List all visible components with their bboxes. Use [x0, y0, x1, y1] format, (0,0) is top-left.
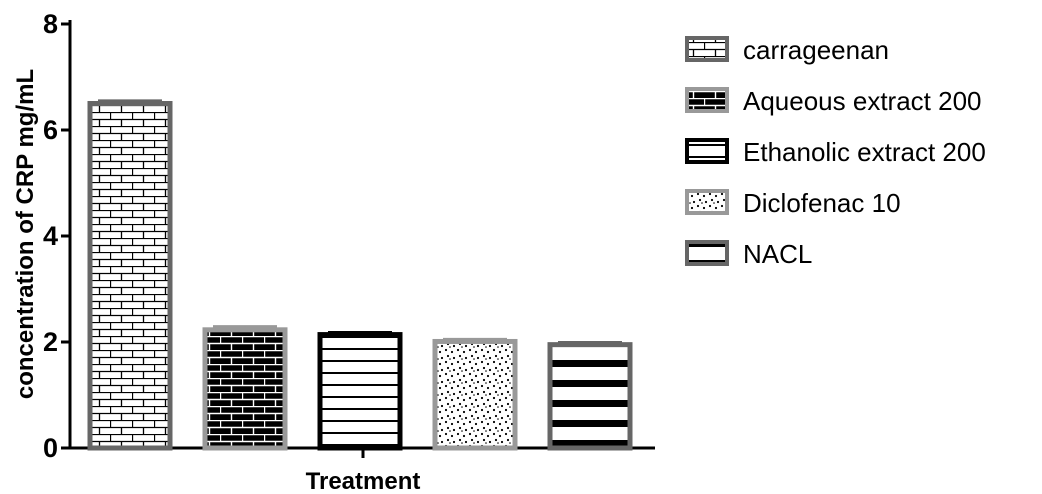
- legend-item: carrageenan: [685, 35, 889, 65]
- legend-label: Ethanolic extract 200: [743, 137, 986, 167]
- y-tick-label: 0: [43, 433, 58, 463]
- legend-item: NACL: [685, 239, 812, 269]
- legend-label: NACL: [743, 239, 812, 269]
- bar: [547, 342, 633, 451]
- legend-label: Diclofenac 10: [743, 188, 901, 218]
- legend-item: Aqueous extract 200: [685, 86, 982, 116]
- x-axis-title: Treatment: [306, 468, 421, 494]
- bar-group: [432, 337, 518, 451]
- legend-swatch: [685, 189, 729, 215]
- y-tick-label: 8: [43, 9, 58, 39]
- bar-group: [87, 99, 173, 451]
- legend-item: Ethanolic extract 200: [685, 137, 986, 167]
- legend-label: Aqueous extract 200: [743, 86, 982, 116]
- bar: [317, 332, 403, 451]
- legend-swatch: [685, 36, 729, 62]
- y-tick-label: 4: [43, 221, 58, 251]
- bars: [87, 99, 633, 451]
- y-axis-ticks: 0 2 4 6 8: [43, 9, 70, 463]
- y-tick-label: 6: [43, 115, 58, 145]
- legend-swatch: [685, 87, 729, 113]
- bar-group: [317, 330, 403, 451]
- bar: [87, 101, 173, 451]
- legend-label: carrageenan: [743, 35, 889, 65]
- legend: carrageenan Aqueous extract 200 Ethanolic …: [685, 35, 986, 269]
- bar-group: [202, 325, 288, 451]
- y-axis-title: concentration of CRP mg/mL: [12, 69, 39, 399]
- bar-group: [547, 341, 633, 451]
- bar: [202, 327, 288, 451]
- legend-swatch: [685, 240, 729, 266]
- legend-swatch: [685, 138, 729, 164]
- legend-item: Diclofenac 10: [685, 188, 901, 218]
- bar: [432, 338, 518, 451]
- y-tick-label: 2: [43, 327, 58, 357]
